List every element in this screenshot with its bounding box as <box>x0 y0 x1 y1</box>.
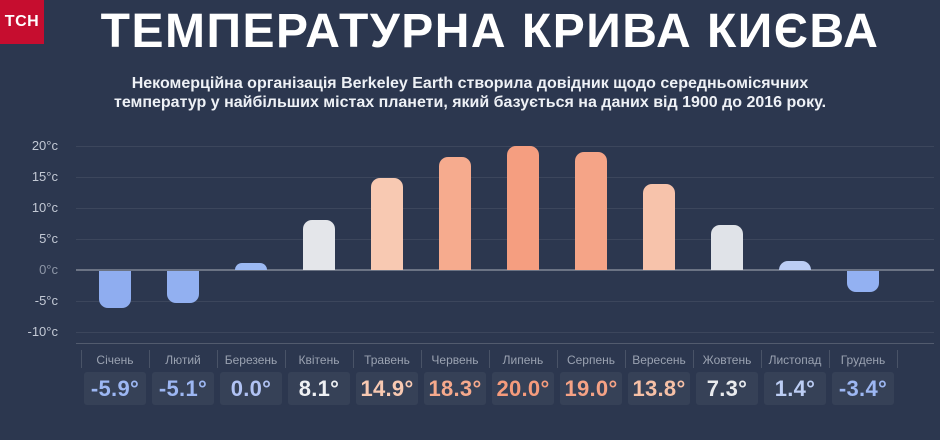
month-label-divider <box>217 350 218 368</box>
y-axis-tick-label: 0°c <box>39 262 58 277</box>
month-label: Березень <box>224 353 278 367</box>
value-badge: 7.3° <box>696 372 758 405</box>
month-label: Січень <box>96 353 134 367</box>
y-axis-tick-label: 20°c <box>31 138 58 153</box>
y-gridline <box>76 239 934 240</box>
y-axis-tick-label: -5°c <box>34 293 58 308</box>
value-badge: 19.0° <box>560 372 622 405</box>
bar-листопад <box>779 261 811 270</box>
month-label-divider <box>81 350 82 368</box>
tsn-logo: ТСН <box>0 0 44 44</box>
value-badge: 20.0° <box>492 372 554 405</box>
month-label: Серпень <box>566 353 616 367</box>
subtitle-line-2: температур у найбільших містах планети, … <box>113 94 827 111</box>
bar-жовтень <box>711 224 743 270</box>
y-gridline <box>76 301 934 302</box>
month-label-divider <box>761 350 762 368</box>
y-gridline <box>76 208 934 209</box>
bar-травень <box>371 177 403 270</box>
value-badge: 18.3° <box>424 372 486 405</box>
bar-квітень <box>303 219 335 270</box>
bar-грудень <box>847 271 879 293</box>
y-axis-tick-label: 15°c <box>31 169 58 184</box>
y-gridline <box>76 332 934 333</box>
chart-subtitle: Некомерційна організація Berkeley Earth … <box>0 74 940 112</box>
month-label-divider <box>829 350 830 368</box>
zero-baseline <box>76 269 934 271</box>
bar-липень <box>507 146 539 270</box>
month-label-divider <box>693 350 694 368</box>
value-badge: -3.4° <box>832 372 894 405</box>
month-label: Жовтень <box>702 353 752 367</box>
month-label: Липень <box>502 353 544 367</box>
month-label-divider <box>625 350 626 368</box>
month-label-divider <box>897 350 898 368</box>
value-badge: 13.8° <box>628 372 690 405</box>
bar-березень <box>235 263 267 270</box>
month-label: Лютий <box>165 353 201 367</box>
month-label: Травень <box>364 353 410 367</box>
month-label-divider <box>489 350 490 368</box>
month-label-divider <box>149 350 150 368</box>
y-axis-tick-label: -10°c <box>27 324 59 339</box>
y-axis-tick-label: 10°c <box>31 200 58 215</box>
value-badge: -5.9° <box>84 372 146 405</box>
month-label: Квітень <box>298 353 340 367</box>
month-label-divider <box>421 350 422 368</box>
month-label: Червень <box>431 353 479 367</box>
month-label: Грудень <box>840 353 886 367</box>
y-gridline <box>76 177 934 178</box>
bar-січень <box>99 271 131 308</box>
x-axis-line <box>76 343 934 344</box>
y-axis-tick-label: 5°c <box>39 231 58 246</box>
month-label-divider <box>285 350 286 368</box>
value-badge: 1.4° <box>764 372 826 405</box>
value-badge: 14.9° <box>356 372 418 405</box>
page-title: ТЕМПЕРАТУРНА КРИВА КИЄВА <box>100 5 880 58</box>
bar-червень <box>439 156 471 270</box>
month-label: Вересень <box>632 353 686 367</box>
bar-вересень <box>643 184 675 270</box>
bar-серпень <box>575 152 607 270</box>
month-label-divider <box>557 350 558 368</box>
y-gridline <box>76 146 934 147</box>
value-badge: 8.1° <box>288 372 350 405</box>
value-badge: 0.0° <box>220 372 282 405</box>
bar-лютий <box>167 271 199 303</box>
month-label: Листопад <box>768 353 822 367</box>
value-badge: -5.1° <box>152 372 214 405</box>
subtitle-line-1: Некомерційна організація Berkeley Earth … <box>131 75 809 92</box>
month-label-divider <box>353 350 354 368</box>
